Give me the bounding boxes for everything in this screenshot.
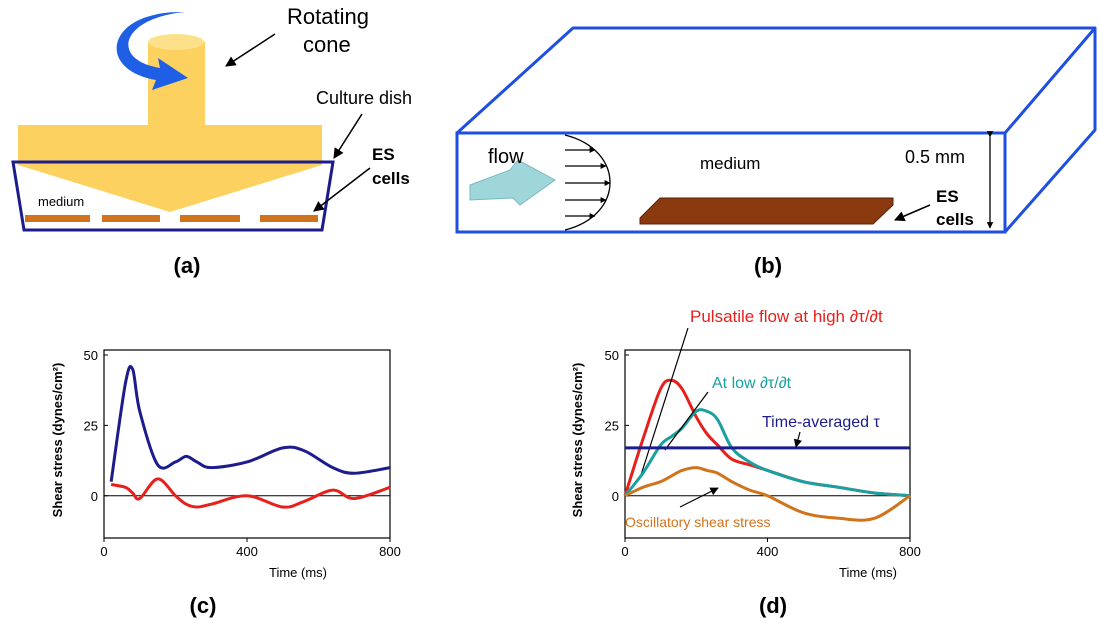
label: Rotating: [287, 4, 369, 29]
panel-label: (d): [759, 593, 787, 618]
pointer: [680, 488, 718, 507]
cone-top: [148, 34, 204, 50]
line-chart: 0 25 50 0 400 800 Time (ms) Shear stress (dynes…: [50, 348, 401, 618]
panel-label: (a): [174, 253, 201, 278]
y-tick-label: 25: [84, 418, 98, 433]
y-tick-label: 50: [84, 348, 98, 363]
x-tick-label: 400: [757, 544, 779, 559]
pointer: [334, 114, 362, 158]
label: 0.5 mm: [905, 147, 965, 167]
series-line: [111, 366, 390, 481]
pointer: [226, 34, 275, 66]
figure: Rotating cone Culture dish ES cells medi…: [0, 0, 1099, 623]
label: Culture dish: [316, 88, 412, 108]
series-label: Pulsatile flow at high ∂τ/∂t: [690, 307, 883, 326]
label: cells: [372, 169, 410, 188]
series-label: Oscillatory shear stress: [625, 514, 770, 530]
series-label: At low ∂τ/∂t: [712, 375, 792, 392]
series-line: [111, 479, 390, 507]
x-tick-label: 400: [236, 544, 258, 559]
panel-b: flow medium 0.5 mm ES cells (b): [457, 28, 1095, 278]
pointer: [314, 168, 370, 211]
x-tick-label: 800: [379, 544, 401, 559]
x-tick-label: 0: [100, 544, 107, 559]
label: medium: [700, 154, 760, 173]
pointer: [796, 432, 800, 447]
es-cells: [25, 215, 318, 222]
y-axis-label: Shear stress (dynes/cm²): [570, 363, 585, 518]
panel-a: Rotating cone Culture dish ES cells medi…: [13, 4, 412, 278]
label: flow: [488, 146, 524, 168]
plot-frame: [104, 350, 390, 538]
x-axis-label: Time (ms): [269, 565, 327, 580]
panel-label: (b): [754, 253, 782, 278]
es-cells: [640, 198, 893, 224]
label: medium: [38, 194, 84, 209]
label: cells: [936, 210, 974, 229]
y-tick-label: 25: [605, 418, 619, 433]
y-tick-label: 0: [91, 489, 98, 504]
series-label: Time-averaged τ: [762, 414, 880, 431]
y-tick-label: 50: [605, 348, 619, 363]
panel-label: (c): [190, 593, 217, 618]
page: Rotating cone Culture dish ES cells medi…: [0, 0, 1099, 623]
pointer: [665, 392, 708, 450]
x-tick-label: 0: [621, 544, 628, 559]
x-tick-label: 800: [899, 544, 921, 559]
y-axis-label: Shear stress (dynes/cm²): [50, 363, 65, 518]
label: ES: [372, 145, 395, 164]
label: cone: [303, 32, 351, 57]
pointer: [895, 205, 930, 220]
label: ES: [936, 187, 959, 206]
y-tick-label: 0: [612, 489, 619, 504]
series-line: [625, 468, 910, 521]
x-axis-label: Time (ms): [839, 565, 897, 580]
